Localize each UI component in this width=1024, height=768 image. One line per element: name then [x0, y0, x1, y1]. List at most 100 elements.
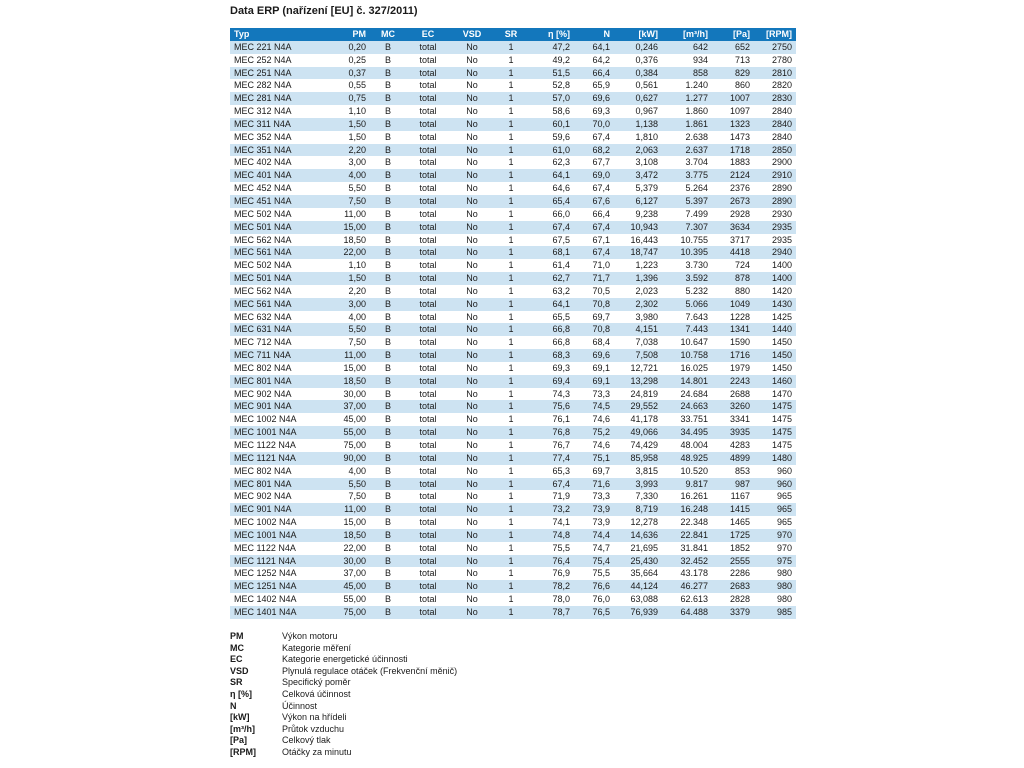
table-cell: B [384, 247, 391, 258]
table-cell: 3.775 [685, 170, 708, 181]
column-header: VSD [450, 28, 494, 41]
table-cell: 76,939 [630, 606, 658, 617]
legend-desc: Otáčky za minutu [282, 746, 352, 757]
table-cell: 5.264 [685, 183, 708, 194]
table-cell: 15,00 [343, 517, 366, 528]
table-cell: total [419, 195, 437, 206]
table-cell: 1 [508, 362, 514, 373]
table-cell: 1 [508, 208, 514, 219]
table-cell: 1430 [771, 298, 792, 309]
table-cell: No [466, 67, 478, 78]
table-cell: 1450 [771, 362, 792, 373]
table-cell: total [419, 80, 437, 91]
table-cell: 980 [776, 568, 792, 579]
table-cell: No [466, 311, 478, 322]
table-cell: 1 [508, 555, 514, 566]
table-cell: 1 [508, 542, 514, 553]
table-cell: 2810 [771, 67, 792, 78]
table-cell: MEC 401 N4A [234, 170, 292, 181]
table-cell: 970 [776, 529, 792, 540]
table-cell: total [419, 452, 437, 463]
table-cell: 30,00 [343, 555, 366, 566]
table-cell: 16.261 [680, 491, 708, 502]
table-cell: No [466, 41, 478, 52]
table-cell: 1228 [729, 311, 750, 322]
table-cell: 2,063 [635, 144, 658, 155]
table-cell: 2,302 [635, 298, 658, 309]
table-cell: 76,9 [552, 568, 570, 579]
table-cell: No [466, 285, 478, 296]
table-cell: 1716 [729, 350, 750, 361]
table-cell: 75,4 [592, 555, 610, 566]
table-cell: 1,50 [348, 131, 366, 142]
table-cell: B [384, 427, 391, 438]
table-cell: 49,066 [630, 427, 658, 438]
legend-abbr: [m³/h] [230, 723, 255, 734]
table-cell: 2928 [729, 208, 750, 219]
table-cell: No [466, 542, 478, 553]
table-cell: 67,7 [592, 157, 610, 168]
table-cell: 2.637 [685, 144, 708, 155]
table-cell: 1 [508, 529, 514, 540]
table-cell: No [466, 54, 478, 65]
table-cell: 18,50 [343, 234, 366, 245]
table-cell: 1 [508, 54, 514, 65]
table-cell: total [419, 350, 437, 361]
table-cell: No [466, 144, 478, 155]
table-cell: 24.684 [680, 388, 708, 399]
table-cell: B [384, 260, 391, 271]
table-cell: 1167 [730, 491, 750, 502]
table-cell: 1,50 [348, 273, 366, 284]
table-cell: 1 [508, 157, 514, 168]
table-cell: 1.277 [685, 93, 708, 104]
table-cell: 2243 [729, 375, 750, 386]
table-cell: No [466, 517, 478, 528]
table-cell: 9.817 [685, 478, 708, 489]
table-cell: No [466, 337, 478, 348]
table-cell: 67,5 [552, 234, 570, 245]
table-cell: 15,00 [343, 221, 366, 232]
table-cell: 1590 [729, 337, 750, 348]
table-cell: MEC 901 N4A [234, 401, 292, 412]
table-cell: 25,430 [630, 555, 658, 566]
table-cell: MEC 562 N4A [234, 234, 292, 245]
table-cell: MEC 502 N4A [234, 260, 292, 271]
table-cell: 1,50 [348, 118, 366, 129]
table-cell: B [384, 106, 391, 117]
table-cell: 34.495 [680, 427, 708, 438]
table-cell: B [384, 401, 391, 412]
table-cell: 987 [734, 478, 750, 489]
table-cell: No [466, 106, 478, 117]
table-cell: 0,75 [348, 93, 366, 104]
table-cell: 52,8 [552, 80, 570, 91]
table-cell: 1,223 [635, 260, 658, 271]
table-cell: 1,810 [635, 131, 658, 142]
table-cell: B [384, 414, 391, 425]
table-cell: MEC 501 N4A [234, 273, 292, 284]
table-cell: 65,9 [592, 80, 610, 91]
table-cell: 75,6 [552, 401, 570, 412]
table-cell: 2,20 [348, 144, 366, 155]
table-cell: 33.751 [680, 414, 708, 425]
table-cell: 69,3 [552, 362, 570, 373]
table-cell: 73,9 [592, 504, 610, 515]
legend-desc: Účinnost [282, 700, 318, 711]
table-cell: 12,278 [630, 517, 658, 528]
table-cell: 48.925 [680, 452, 708, 463]
table-cell: 76,5 [592, 606, 610, 617]
table-cell: MEC 312 N4A [234, 106, 292, 117]
table-cell: 68,1 [552, 247, 570, 258]
table-cell: MEC 1251 N4A [234, 581, 297, 592]
table-cell: 7.499 [685, 208, 708, 219]
table-cell: 980 [776, 581, 792, 592]
table-cell: 5,50 [348, 324, 366, 335]
table-cell: 1 [508, 401, 514, 412]
table-cell: MEC 501 N4A [234, 221, 292, 232]
table-cell: 69,0 [592, 170, 610, 181]
table-cell: B [384, 542, 391, 553]
